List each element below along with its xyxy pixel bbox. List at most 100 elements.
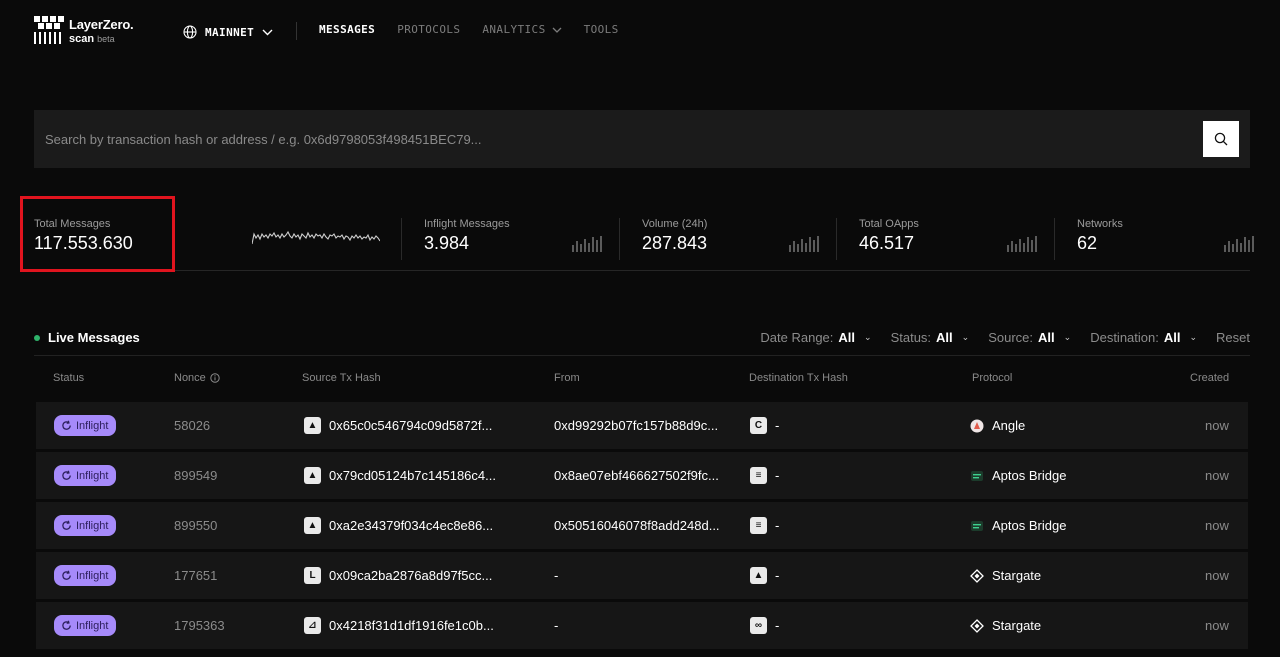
nav-tools-label: TOOLS: [583, 23, 619, 36]
source-chain-icon: ⊿: [304, 617, 321, 634]
stat-total-messages: Total Messages 117.553.630: [34, 218, 133, 260]
filter-status[interactable]: Status: All ⌄: [891, 330, 970, 345]
source-tx-hash-link[interactable]: 0x65c0c546794c09d5872f...: [329, 418, 493, 433]
search-button[interactable]: [1203, 121, 1239, 157]
aptos-bridge-protocol-icon: [970, 469, 984, 483]
column-header-nonce: Nonce: [174, 372, 220, 384]
source-tx-hash-link[interactable]: 0x4218f31d1df1916fe1c0b...: [329, 618, 494, 633]
aptos-bridge-protocol-icon: [970, 519, 984, 533]
table-row[interactable]: Inflight 177651 L 0x09ca2ba2876a8d97f5cc.…: [36, 552, 1248, 599]
nav-analytics[interactable]: ANALYTICS: [482, 23, 562, 36]
protocol-link[interactable]: Aptos Bridge: [992, 518, 1067, 533]
filter-label: Destination:: [1090, 330, 1159, 345]
filter-label: Date Range:: [760, 330, 834, 345]
refresh-icon: [62, 420, 71, 430]
destination-tx-hash: -: [775, 468, 780, 483]
created-time: now: [1205, 618, 1229, 633]
stat-value: 287.843: [642, 233, 708, 253]
column-header-protocol: Protocol: [972, 372, 1013, 384]
live-messages-title: Live Messages: [48, 330, 140, 345]
refresh-icon: [62, 570, 71, 580]
filter-date-range[interactable]: Date Range: All ⌄: [760, 330, 871, 345]
column-header-label: Nonce: [174, 372, 206, 384]
from-address-link[interactable]: -: [554, 618, 559, 633]
from-address-link[interactable]: 0xd99292b07fc157b88d9c...: [554, 418, 719, 433]
protocol-link[interactable]: Angle: [992, 418, 1026, 433]
filter-value: All: [1038, 330, 1055, 345]
from-address-link[interactable]: 0x50516046078f8add248d...: [554, 518, 720, 533]
from-address-link[interactable]: -: [554, 568, 559, 583]
brand-sub-text: scan: [69, 33, 95, 45]
protocol-link[interactable]: Stargate: [992, 568, 1042, 583]
stat-volume-24h: Volume (24h) 287.843: [642, 218, 707, 260]
bar-mini-chart-icon: [1007, 236, 1037, 252]
divider: [34, 355, 1250, 356]
globe-icon: [183, 25, 197, 39]
search-input[interactable]: [45, 110, 1195, 168]
stat-label: Volume (24h): [642, 218, 708, 230]
table-row[interactable]: Inflight 1795363 ⊿ 0x4218f31d1df1916fe1c0…: [36, 602, 1248, 649]
nav-tools[interactable]: TOOLS: [584, 23, 619, 36]
info-icon[interactable]: [210, 373, 220, 383]
messages-sparkline: [252, 230, 380, 245]
source-chain-icon: L: [304, 567, 321, 584]
status-label: Inflight: [76, 419, 109, 432]
filter-source[interactable]: Source: All ⌄: [988, 330, 1071, 345]
stat-networks: Networks 62: [1077, 218, 1123, 260]
bar-mini-chart-icon: [789, 236, 819, 252]
status-badge[interactable]: Inflight: [54, 515, 117, 536]
stargate-protocol-icon: [970, 568, 984, 583]
status-badge[interactable]: Inflight: [54, 615, 117, 636]
filter-value: All: [1163, 330, 1181, 345]
chevron-down-icon: [262, 29, 273, 35]
nav-protocols[interactable]: PROTOCOLS: [397, 23, 460, 36]
column-header-destination-tx-hash: Destination Tx Hash: [749, 372, 848, 384]
network-selector[interactable]: MAINNET: [183, 23, 273, 41]
status-badge[interactable]: Inflight: [54, 565, 117, 586]
table-row[interactable]: Inflight 899550 ▲ 0xa2e34379f034c4ec8e86.…: [36, 502, 1248, 549]
source-tx-hash-link[interactable]: 0x09ca2ba2876a8d97f5cc...: [329, 568, 493, 583]
refresh-icon: [62, 520, 71, 530]
nav-protocols-label: PROTOCOLS: [397, 23, 461, 36]
protocol-link[interactable]: Aptos Bridge: [992, 468, 1067, 483]
protocol-link[interactable]: Stargate: [992, 618, 1042, 633]
stat-divider: [1054, 218, 1055, 260]
destination-tx-hash: -: [775, 568, 780, 583]
reset-filters-button[interactable]: Reset: [1216, 330, 1250, 345]
nav-messages-label: MESSAGES: [319, 23, 376, 36]
nav-messages[interactable]: MESSAGES: [319, 23, 375, 36]
status-badge[interactable]: Inflight: [54, 465, 117, 486]
column-header-status: Status: [53, 372, 85, 384]
source-chain-icon: ▲: [304, 417, 321, 434]
destination-chain-icon: ▲: [750, 567, 767, 584]
stat-label: Total OApps: [859, 218, 919, 230]
stat-divider: [836, 218, 837, 260]
refresh-icon: [62, 620, 71, 630]
nonce-value: 899550: [174, 518, 218, 533]
source-tx-hash-link[interactable]: 0x79cd05124b7c145186c4...: [329, 468, 496, 483]
status-label: Inflight: [76, 619, 109, 632]
brand-sub: scan beta: [69, 33, 115, 45]
stat-value: 62: [1077, 233, 1098, 253]
chevron-down-icon: ⌄: [1189, 332, 1198, 342]
stat-label: Networks: [1077, 218, 1123, 230]
table-header: Status Nonce Source Tx Hash From Destina…: [34, 370, 1250, 386]
nav-analytics-label: ANALYTICS: [482, 23, 546, 36]
filter-label: Source:: [988, 330, 1034, 345]
table-row[interactable]: Inflight 58026 ▲ 0x65c0c546794c09d5872f..…: [36, 402, 1248, 449]
chevron-down-icon: [552, 27, 562, 33]
header-divider: [296, 22, 297, 40]
status-badge[interactable]: Inflight: [54, 415, 117, 436]
source-tx-hash-link[interactable]: 0xa2e34379f034c4ec8e86...: [329, 518, 494, 533]
chevron-down-icon: ⌄: [1063, 332, 1072, 342]
table-row[interactable]: Inflight 899549 ▲ 0x79cd05124b7c145186c4.…: [36, 452, 1248, 499]
filter-destination[interactable]: Destination: All ⌄: [1090, 330, 1197, 345]
layerzero-scan-logo[interactable]: LayerZero. scan beta: [34, 14, 144, 48]
source-chain-icon: ▲: [304, 517, 321, 534]
stat-value: 117.553.630: [34, 233, 133, 253]
top-header: LayerZero. scan beta MAINNET MESSAGES PRO…: [0, 0, 1280, 64]
created-time: now: [1205, 468, 1229, 483]
nonce-value: 899549: [174, 468, 218, 483]
from-address-link[interactable]: 0x8ae07ebf466627502f9fc...: [554, 468, 719, 483]
bar-mini-chart-icon: [572, 236, 602, 252]
